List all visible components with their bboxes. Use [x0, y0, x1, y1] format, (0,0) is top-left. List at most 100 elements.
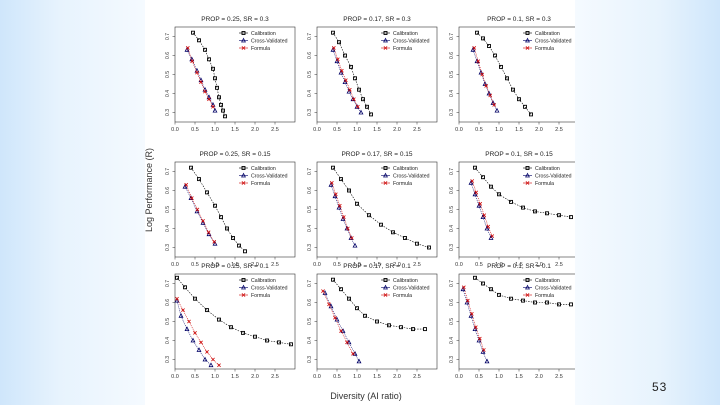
legend-marker	[241, 293, 246, 297]
y-tick-label: 0.7	[449, 168, 455, 175]
y-tick-label: 0.5	[449, 206, 455, 213]
data-point	[349, 236, 354, 240]
data-point	[472, 191, 478, 197]
data-point	[219, 102, 223, 107]
y-tick-label: 0.3	[165, 244, 171, 251]
data-point	[338, 69, 344, 75]
x-tick-label: 1.5	[231, 374, 239, 380]
chart-title: PROP = 0.17, SR = 0.1	[343, 263, 411, 270]
data-point	[365, 104, 369, 109]
x-tick-label: 1.5	[373, 127, 381, 133]
y-tick-label: 0.4	[307, 90, 313, 97]
legend-marker-b	[383, 181, 388, 185]
y-tick-label: 0.5	[307, 318, 313, 325]
figure: Log Performance (R) Diversity (AI ratio)…	[145, 16, 575, 401]
data-point	[489, 287, 493, 292]
series-formula	[185, 46, 215, 109]
data-point	[490, 234, 495, 238]
chart-panel-8: PROP = 0.17, SR = 0.1 0.0 0.5 1.0 1.5 2.0 2.5 0…	[307, 263, 438, 380]
x-tick-label: 1.5	[373, 262, 381, 268]
data-point	[486, 224, 491, 229]
data-point	[225, 226, 229, 231]
data-point-b	[321, 289, 325, 293]
series-calibration	[473, 165, 573, 220]
legend-marker	[241, 172, 246, 178]
data-point	[206, 230, 211, 235]
x-tick-label: 0.5	[333, 374, 341, 380]
legend-label: Formula	[393, 293, 412, 299]
x-tick-label: 1.0	[495, 262, 503, 268]
series-calibration	[473, 275, 573, 307]
legend-marker	[383, 31, 388, 35]
x-tick-label: 1.0	[211, 262, 219, 268]
data-point-b	[345, 226, 350, 231]
x-tick-label: 1.5	[515, 127, 523, 133]
legend-marker	[383, 166, 388, 170]
data-point	[202, 356, 208, 362]
data-point	[478, 69, 484, 75]
data-point	[342, 79, 348, 84]
panels: PROP = 0.25, SR = 0.3 0.0 0.5 1.0 1.5 2.0 2.5 0…	[165, 16, 575, 380]
legend-marker	[383, 46, 388, 50]
data-point	[332, 193, 338, 199]
y-tick-label: 0.7	[307, 280, 313, 287]
data-point	[490, 100, 496, 105]
data-point	[461, 285, 466, 290]
legend-label: Formula	[251, 181, 270, 187]
data-point	[182, 183, 188, 189]
data-point-b	[474, 190, 479, 195]
data-point-b	[201, 219, 205, 223]
y-tick-label: 0.6	[307, 299, 313, 306]
legend-label: Calibration	[251, 278, 276, 284]
y-tick-label: 0.3	[307, 109, 313, 116]
x-tick-label: 0.0	[455, 374, 463, 380]
series-cross-validated	[322, 290, 362, 364]
data-point-b	[187, 319, 191, 324]
y-tick-label: 0.7	[307, 168, 313, 175]
data-point	[481, 175, 485, 180]
data-point	[399, 325, 403, 330]
series-line	[322, 290, 354, 354]
data-point	[190, 59, 195, 64]
data-point	[521, 298, 525, 303]
data-point	[174, 297, 180, 303]
y-tick-label: 0.6	[449, 187, 455, 194]
x-tick-label: 1.0	[495, 127, 503, 133]
x-tick-label: 0.0	[455, 262, 463, 268]
chart-title: PROP = 0.1, SR = 0.3	[487, 16, 551, 23]
legend-label: Cross-Validated	[393, 39, 430, 45]
data-point	[231, 236, 235, 240]
legend-label: Cross-Validated	[251, 174, 288, 180]
legend-marker	[383, 278, 388, 282]
data-point-b	[199, 340, 203, 345]
x-tick-label: 1.0	[211, 374, 219, 380]
data-point-b	[211, 357, 215, 362]
legend-label: Calibration	[393, 278, 418, 284]
legend-label: Cross-Validated	[393, 286, 430, 292]
y-tick-label: 0.6	[307, 187, 313, 194]
x-tick-label: 0.5	[191, 374, 199, 380]
y-tick-label: 0.4	[449, 337, 455, 344]
series-line	[187, 47, 214, 107]
legend-marker	[525, 284, 530, 290]
data-point	[353, 76, 357, 81]
data-point	[189, 165, 193, 170]
data-point	[343, 78, 348, 83]
data-point	[203, 89, 207, 94]
data-point	[193, 331, 197, 335]
data-point-b	[351, 351, 355, 356]
data-point-b	[355, 104, 360, 109]
y-tick-label: 0.7	[165, 33, 171, 40]
series-line	[332, 167, 430, 248]
data-point	[476, 59, 481, 64]
data-point	[488, 235, 494, 240]
legend-marker	[383, 172, 388, 178]
data-point	[184, 182, 189, 187]
data-point	[196, 347, 202, 352]
data-point	[187, 319, 191, 324]
series-formula	[321, 289, 355, 356]
series-cross-validated	[174, 297, 214, 368]
data-point	[423, 327, 427, 332]
data-point-b	[185, 46, 190, 50]
data-point	[211, 104, 215, 109]
